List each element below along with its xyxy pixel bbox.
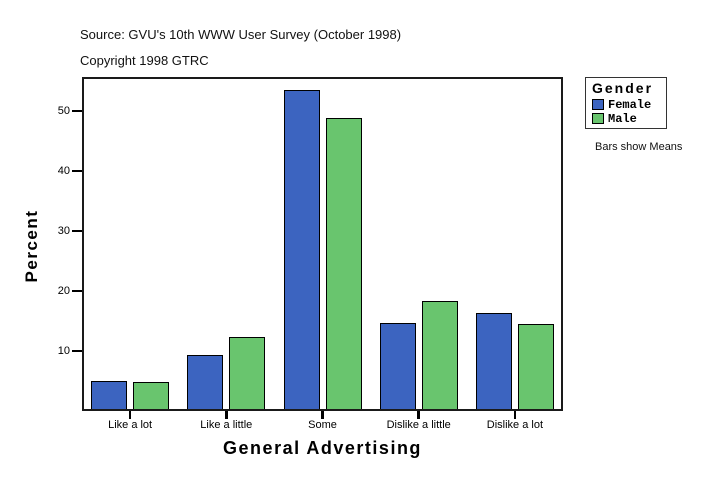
legend-label-female: Female (608, 97, 652, 112)
y-tick-mark-20 (72, 290, 82, 293)
legend: Gender Female Male (585, 77, 667, 129)
bar-female-like-a-lot (91, 381, 128, 411)
x-cat-label-like-a-little: Like a little (200, 419, 253, 431)
legend-item-female: Female (592, 98, 666, 111)
y-tick-mark-30 (72, 230, 82, 233)
y-tick-mark-40 (72, 170, 82, 173)
bar-male-like-a-little (229, 337, 266, 411)
x-tick-mark-dislike-a-lot (513, 411, 517, 419)
legend-swatch-male (592, 113, 604, 124)
bar-female-some (283, 90, 320, 411)
y-axis-title: Percent (22, 209, 41, 283)
legend-swatch-female (592, 99, 604, 110)
x-axis-title: General Advertising (223, 438, 422, 458)
bar-female-dislike-a-little (379, 323, 416, 411)
y-tick-label-20: 20 (57, 285, 70, 298)
bar-female-dislike-a-lot (475, 312, 512, 411)
x-tick-mark-some (321, 411, 324, 419)
bar-male-dislike-a-lot (517, 324, 554, 411)
legend-items: Female Male (592, 98, 666, 125)
x-cat-label-some: Some (308, 419, 337, 431)
legend-note: Bars show Means (595, 141, 683, 153)
x-tick-mark-like-a-little (225, 411, 228, 419)
y-tick-label-30: 30 (57, 225, 70, 238)
bar-male-some (325, 117, 362, 411)
x-cat-label-dislike-a-little: Dislike a little (386, 419, 451, 431)
y-tick-mark-50 (72, 110, 82, 113)
legend-item-male: Male (592, 112, 666, 125)
legend-label-male: Male (608, 111, 637, 126)
x-tick-mark-dislike-a-little (417, 411, 420, 419)
x-cat-label-dislike-a-lot: Dislike a lot (486, 419, 544, 431)
y-tick-label-40: 40 (57, 165, 70, 178)
source-caption: Source: GVU's 10th WWW User Survey (Octo… (80, 27, 402, 42)
y-tick-label-10: 10 (57, 345, 70, 358)
x-tick-mark-like-a-lot (128, 411, 132, 419)
bar-male-dislike-a-little (421, 301, 458, 411)
y-tick-mark-10 (72, 350, 82, 353)
bar-male-like-a-lot (133, 381, 170, 411)
bar-female-like-a-little (187, 354, 224, 411)
copyright-caption: Copyright 1998 GTRC (80, 53, 209, 68)
legend-title: Gender (592, 80, 654, 96)
y-tick-label-50: 50 (57, 105, 70, 118)
x-cat-label-like-a-lot: Like a lot (108, 419, 153, 431)
